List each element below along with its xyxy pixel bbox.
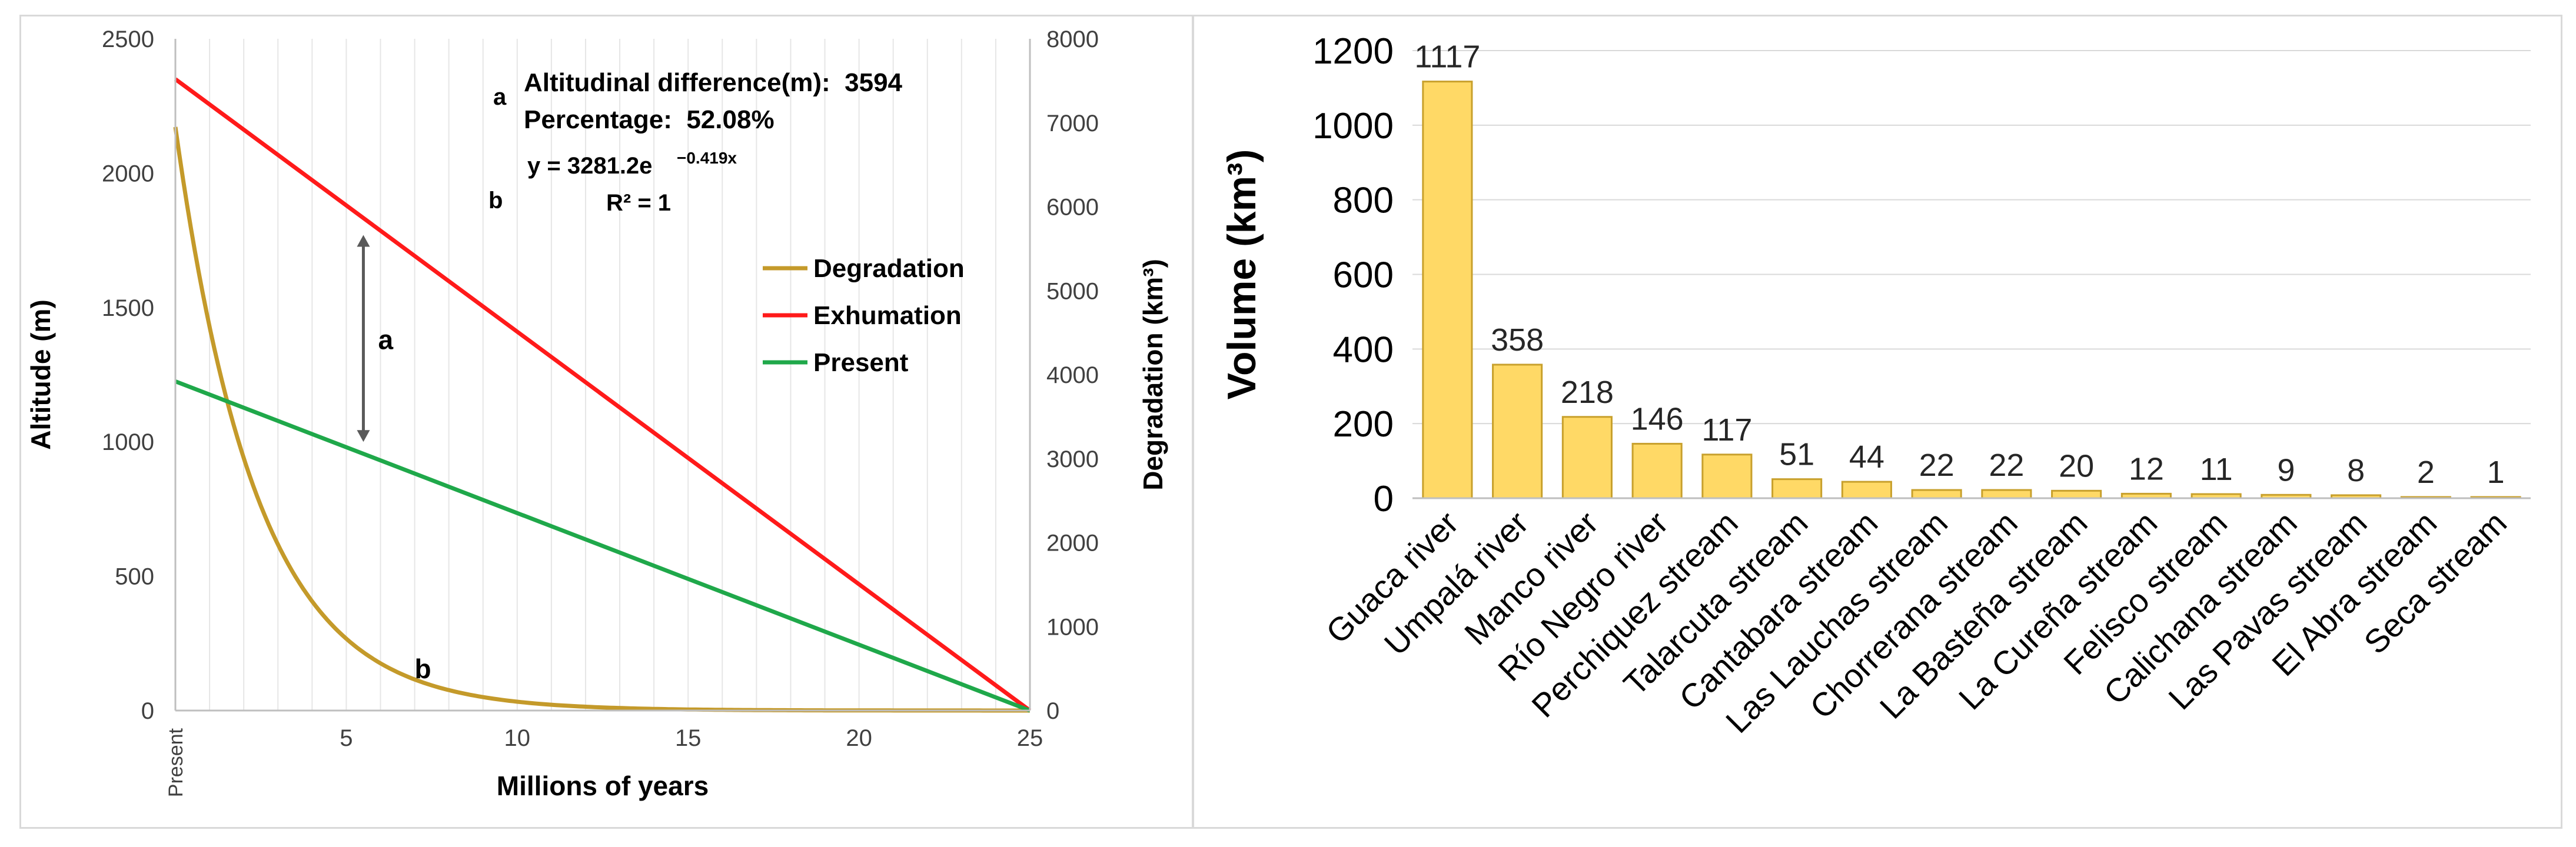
x-tick-label: 10 (504, 725, 531, 751)
y-tick-label: 400 (1333, 329, 1394, 370)
bar (1981, 489, 2032, 499)
bar-data-label: 2 (2417, 455, 2435, 490)
bar-data-label: 1117 (1414, 39, 1480, 75)
x-axis-title: Millions of years (497, 771, 709, 801)
bar-data-label: 218 (1561, 375, 1614, 410)
bar-data-label: 51 (1779, 437, 1814, 472)
y-tick-label: 1500 (102, 295, 154, 321)
bar-data-label: 22 (1989, 448, 2024, 483)
y-axis-title: Volume (km³) (1219, 149, 1264, 400)
y2-tick-label: 2000 (1046, 531, 1099, 556)
difference-arrow-head-down (357, 430, 370, 442)
bar-data-label: 117 (1701, 412, 1752, 448)
bar (1422, 81, 1473, 499)
y2-tick-label: 8000 (1046, 26, 1099, 52)
fit-equation-exponent: −0.419x (677, 149, 737, 167)
y2-tick-label: 1000 (1046, 614, 1099, 640)
bar-data-label: 22 (1919, 448, 1955, 483)
y-tick-label: 500 (115, 564, 154, 590)
bar (2051, 489, 2102, 499)
bar-data-label: 9 (2277, 452, 2295, 488)
y-tick-label: 0 (141, 698, 154, 724)
bar (1631, 442, 1683, 499)
y2-tick-label: 7000 (1046, 111, 1099, 136)
fit-equation: y = 3281.2e (527, 153, 652, 179)
y-tick-label: 1000 (1312, 106, 1394, 146)
arrow-label-a: a (378, 324, 393, 355)
bar (1492, 364, 1543, 499)
y-axis-title: Altitude (m) (25, 299, 56, 450)
bar (1911, 489, 1962, 499)
y-tick-label: 200 (1333, 404, 1394, 445)
x-tick-label: 5 (340, 725, 353, 751)
y2-tick-label: 3000 (1046, 446, 1099, 472)
left-chart-panel (19, 15, 1194, 829)
x-tick-label: 25 (1017, 725, 1043, 751)
bar-data-label: 11 (2200, 452, 2233, 487)
bar (1841, 481, 1892, 499)
legend-label-degradation: Degradation (813, 254, 965, 283)
curve-label-b: b (415, 653, 431, 684)
bar-data-label: 146 (1631, 401, 1684, 436)
x-tick-label: 15 (675, 725, 702, 751)
right-chart-panel (1192, 15, 2562, 829)
x-tick-label: 20 (846, 725, 872, 751)
series-line-present (174, 379, 1031, 713)
bar-data-label: 12 (2129, 451, 2164, 486)
legend-label-present: Present (813, 348, 909, 377)
bar (1561, 416, 1613, 499)
bar-data-label: 44 (1849, 439, 1884, 475)
y-tick-label: 0 (1374, 479, 1394, 519)
y-tick-label: 1000 (102, 429, 154, 455)
annotation-percentage: Percentage: 52.08% (524, 105, 775, 134)
bar-data-label: 1 (2487, 455, 2505, 490)
y-tick-label: 1200 (1312, 31, 1394, 72)
fit-r-squared: R² = 1 (606, 190, 671, 216)
y-tick-label: 2500 (102, 26, 154, 52)
annotation-a-marker: a (493, 84, 507, 110)
bar-data-label: 358 (1491, 322, 1544, 358)
y2-tick-label: 6000 (1046, 195, 1099, 221)
difference-arrow-head-up (357, 235, 370, 247)
x-tick-label-present: Present (165, 728, 187, 797)
bar-data-label: 20 (2059, 448, 2094, 483)
y2-tick-label: 0 (1046, 698, 1059, 724)
bar (1771, 478, 1823, 499)
y2-tick-label: 4000 (1046, 362, 1099, 388)
y2-tick-label: 5000 (1046, 278, 1099, 304)
annotation-altitudinal-difference: Altitudinal difference(m): 3594 (524, 68, 903, 97)
bar (1701, 453, 1753, 499)
y-tick-label: 800 (1333, 181, 1394, 221)
bar-data-label: 8 (2347, 453, 2365, 488)
y2-axis-title: Degradation (km³) (1138, 259, 1168, 491)
y-tick-label: 2000 (102, 161, 154, 186)
legend-label-exhumation: Exhumation (813, 301, 962, 330)
y-tick-label: 600 (1333, 255, 1394, 296)
series-line-exhumation (174, 77, 1032, 712)
annotation-b-marker: b (488, 188, 503, 214)
